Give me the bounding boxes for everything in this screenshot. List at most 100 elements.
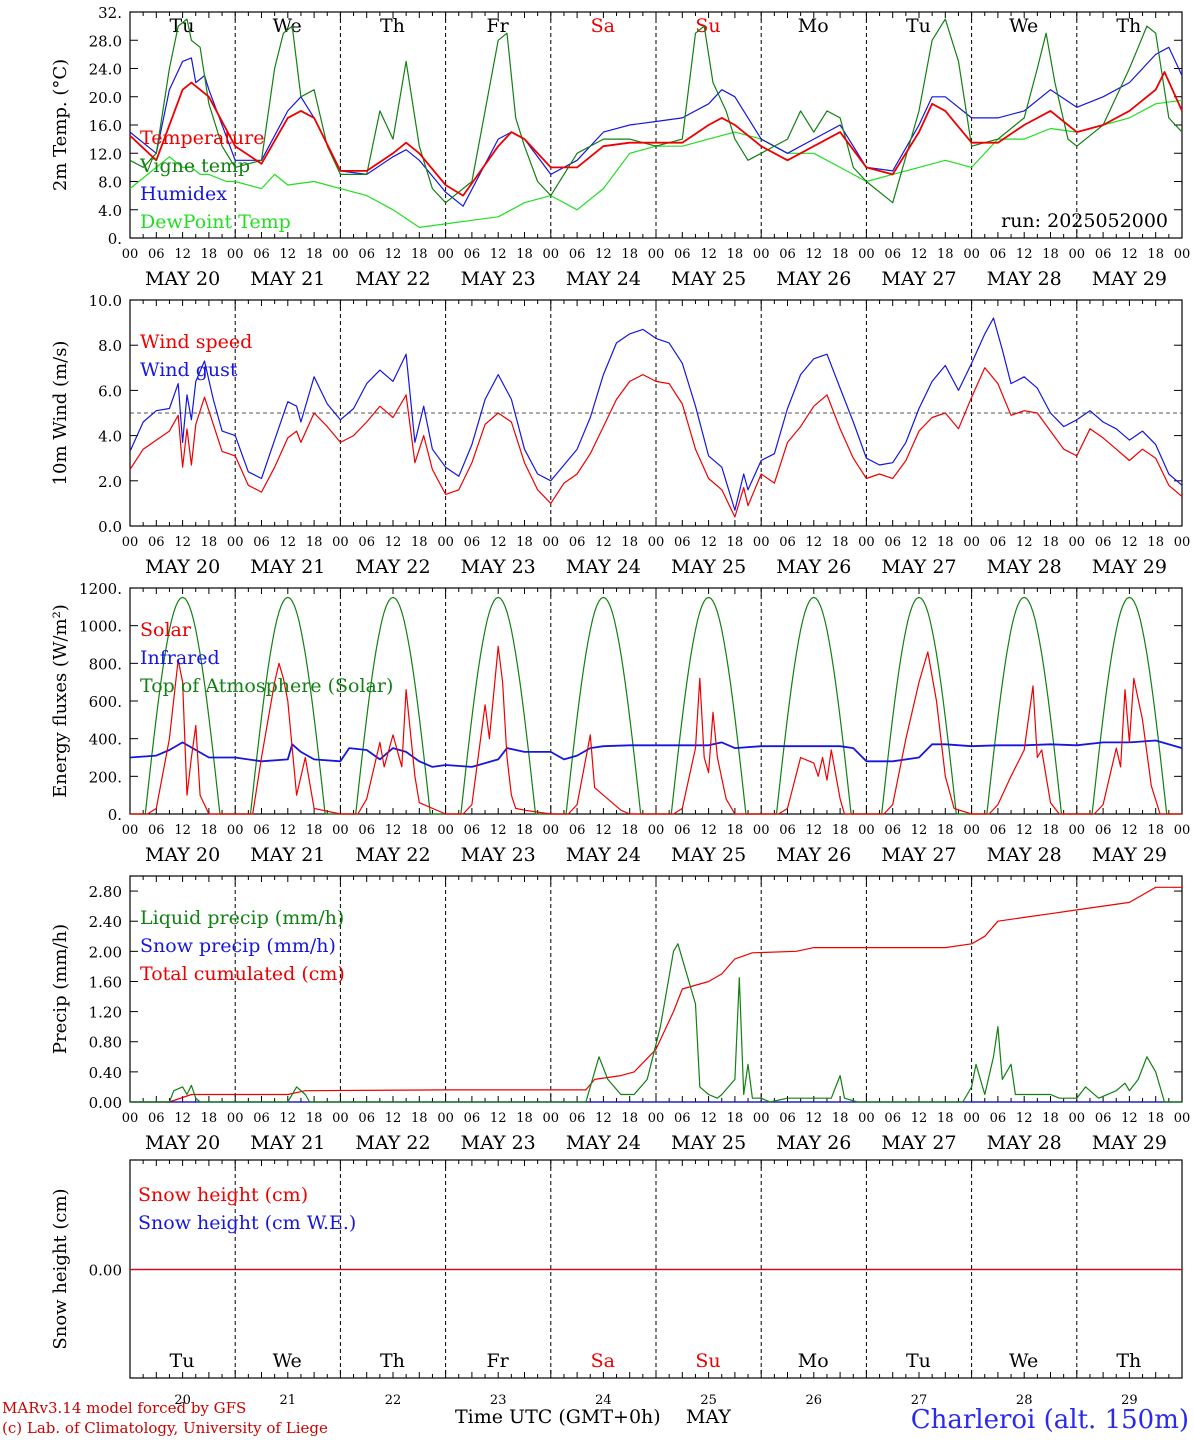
hour-label: 12 xyxy=(700,1111,717,1126)
hour-label: 00 xyxy=(1069,1111,1086,1126)
hour-label: 18 xyxy=(621,535,638,550)
hour-label: 18 xyxy=(727,1111,744,1126)
hour-label: 06 xyxy=(253,823,270,838)
hour-label: 12 xyxy=(595,247,612,262)
hour-label: 00 xyxy=(1069,535,1086,550)
hour-label: 00 xyxy=(858,535,875,550)
hour-label: 06 xyxy=(358,247,375,262)
hour-label: 00 xyxy=(1174,823,1191,838)
hour-label: 18 xyxy=(306,1111,323,1126)
hour-label: 06 xyxy=(674,535,691,550)
day-label: Th xyxy=(1116,15,1141,37)
hour-label: 12 xyxy=(280,1111,297,1126)
day-label: Tu xyxy=(906,1350,931,1372)
hour-label: 06 xyxy=(464,247,481,262)
hour-label: 18 xyxy=(516,247,533,262)
hour-label: 12 xyxy=(595,535,612,550)
series-line xyxy=(129,367,1183,518)
hour-label: 12 xyxy=(174,823,191,838)
date-label: MAY 24 xyxy=(566,556,641,578)
day-label: Mo xyxy=(798,15,829,37)
date-label: MAY 22 xyxy=(355,1132,430,1154)
day-label: Su xyxy=(695,15,720,37)
day-number: 27 xyxy=(911,1393,928,1408)
hour-label: 18 xyxy=(201,535,218,550)
hour-label: 18 xyxy=(937,1111,954,1126)
legend-entry: Liquid precip (mm/h) xyxy=(140,907,344,929)
hour-label: 00 xyxy=(227,247,244,262)
hour-label: 06 xyxy=(358,823,375,838)
day-label: We xyxy=(273,1350,302,1372)
hour-label: 00 xyxy=(543,1111,560,1126)
hour-label: 18 xyxy=(516,535,533,550)
hour-label: 18 xyxy=(621,1111,638,1126)
hour-label: 18 xyxy=(1042,1111,1059,1126)
legend-entry: Solar xyxy=(140,619,192,641)
hour-label: 00 xyxy=(648,247,665,262)
y-tick-label: 200. xyxy=(89,768,122,786)
hour-label: 18 xyxy=(832,823,849,838)
hour-label: 12 xyxy=(385,247,402,262)
hour-label: 18 xyxy=(621,247,638,262)
hour-label: 06 xyxy=(674,1111,691,1126)
y-axis-label: 2m Temp. (°C) xyxy=(50,59,71,191)
hour-label: 12 xyxy=(1016,247,1033,262)
hour-label: 00 xyxy=(122,535,139,550)
panel-4: 00 06 12 18 00 06 12 18 00 06 12 18 00 06 12 18 00 06 12 18… xyxy=(50,875,1191,1154)
hour-label: 06 xyxy=(148,247,165,262)
y-tick-label: 24.0 xyxy=(89,61,122,79)
date-label: MAY 23 xyxy=(461,1132,536,1154)
hour-label: 18 xyxy=(1147,247,1164,262)
hour-label: 00 xyxy=(858,823,875,838)
date-label: MAY 24 xyxy=(566,844,641,866)
day-number: 24 xyxy=(595,1393,612,1408)
hour-label: 12 xyxy=(490,535,507,550)
hour-label: 12 xyxy=(1121,1111,1138,1126)
day-label: Fr xyxy=(486,15,509,37)
hour-label: 06 xyxy=(884,1111,901,1126)
hour-label: 00 xyxy=(1174,1111,1191,1126)
hour-label: 12 xyxy=(280,823,297,838)
hour-label: 18 xyxy=(937,247,954,262)
y-tick-label: 1000. xyxy=(79,618,122,636)
y-tick-label: 400. xyxy=(89,731,122,749)
date-label: MAY 23 xyxy=(461,844,536,866)
hour-label: 00 xyxy=(858,247,875,262)
hour-label: 12 xyxy=(1121,823,1138,838)
hour-label: 00 xyxy=(753,1111,770,1126)
hour-label: 00 xyxy=(543,823,560,838)
hour-label: 18 xyxy=(411,247,428,262)
hour-label: 12 xyxy=(700,247,717,262)
hour-label: 00 xyxy=(963,535,980,550)
hour-label: 00 xyxy=(122,247,139,262)
hour-label: 12 xyxy=(806,247,823,262)
legend-entry: Vigne temp xyxy=(139,155,250,177)
day-label: Th xyxy=(1116,1350,1141,1372)
hour-label: 18 xyxy=(937,823,954,838)
hour-label: 06 xyxy=(358,1111,375,1126)
date-label: MAY 25 xyxy=(671,844,746,866)
hour-label: 00 xyxy=(437,247,454,262)
series-line xyxy=(130,943,1182,1103)
series-line xyxy=(130,645,1182,815)
date-label: MAY 21 xyxy=(250,556,325,578)
hour-label: 12 xyxy=(1016,535,1033,550)
hour-label: 18 xyxy=(201,1111,218,1126)
hour-label: 12 xyxy=(385,823,402,838)
hour-label: 00 xyxy=(648,535,665,550)
hour-label: 06 xyxy=(464,823,481,838)
panel-1: 00 06 12 18 00 06 12 18 00 06 12 18 00 06 12 18 00 06 12 18… xyxy=(50,4,1190,290)
y-tick-label: 0.80 xyxy=(89,1034,122,1052)
day-label: Su xyxy=(695,1350,720,1372)
hour-label: 06 xyxy=(674,823,691,838)
hour-label: 18 xyxy=(1147,535,1164,550)
hour-label: 00 xyxy=(543,535,560,550)
date-label: MAY 20 xyxy=(145,268,220,290)
date-label: MAY 22 xyxy=(355,844,430,866)
hour-label: 12 xyxy=(911,247,928,262)
hour-label: 00 xyxy=(1069,247,1086,262)
hour-label: 00 xyxy=(648,823,665,838)
station-label: Charleroi (alt. 150m) xyxy=(911,1405,1189,1435)
hour-label: 06 xyxy=(464,535,481,550)
hour-label: 18 xyxy=(411,823,428,838)
